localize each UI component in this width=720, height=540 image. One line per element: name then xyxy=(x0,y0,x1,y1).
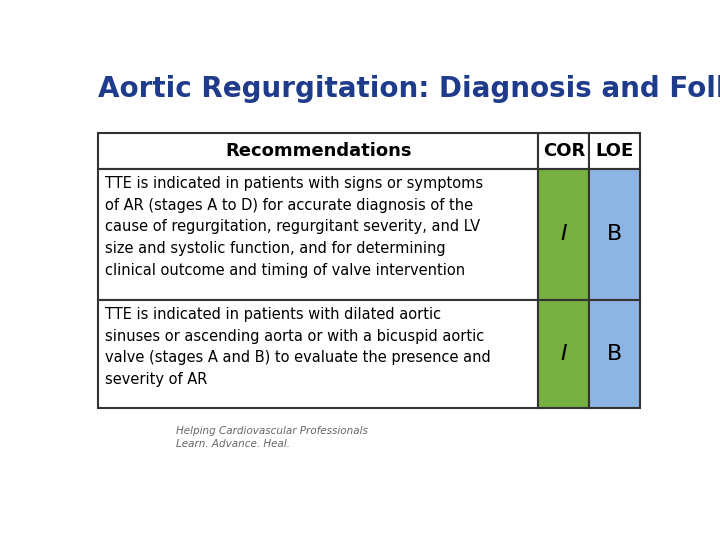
Bar xyxy=(539,133,589,168)
Text: LOE: LOE xyxy=(595,142,634,160)
Bar xyxy=(99,168,539,300)
Text: I: I xyxy=(561,224,567,244)
Text: B: B xyxy=(607,224,622,244)
Text: Aortic Regurgitation: Diagnosis and Follow-Up: Aortic Regurgitation: Diagnosis and Foll… xyxy=(99,75,720,103)
Bar xyxy=(539,300,589,408)
Text: B: B xyxy=(607,344,622,364)
Text: Helping Cardiovascular Professionals
Learn. Advance. Heal.: Helping Cardiovascular Professionals Lea… xyxy=(176,426,369,449)
Bar xyxy=(589,133,639,168)
Text: COR: COR xyxy=(543,142,585,160)
Bar xyxy=(539,168,589,300)
Bar xyxy=(589,300,639,408)
Text: TTE is indicated in patients with dilated aortic
sinuses or ascending aorta or w: TTE is indicated in patients with dilate… xyxy=(105,307,491,387)
Text: Recommendations: Recommendations xyxy=(225,142,412,160)
Text: TTE is indicated in patients with signs or symptoms
of AR (stages A to D) for ac: TTE is indicated in patients with signs … xyxy=(105,176,483,278)
Text: I: I xyxy=(561,344,567,364)
Bar xyxy=(99,300,539,408)
Bar xyxy=(589,168,639,300)
Bar xyxy=(99,133,539,168)
